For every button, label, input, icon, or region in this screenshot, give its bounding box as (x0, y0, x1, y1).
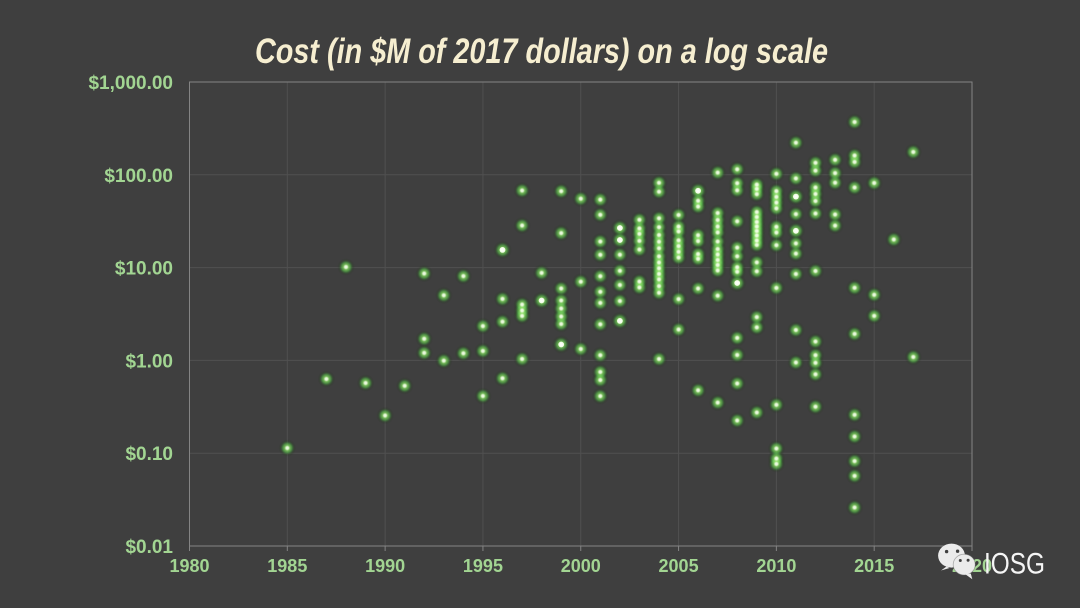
svg-text:$1,000.00: $1,000.00 (88, 73, 173, 94)
svg-text:1995: 1995 (463, 556, 503, 576)
svg-text:2015: 2015 (854, 556, 894, 576)
svg-text:2000: 2000 (561, 556, 601, 576)
svg-text:$0.10: $0.10 (125, 444, 173, 465)
svg-text:$1.00: $1.00 (125, 351, 173, 372)
svg-text:1985: 1985 (267, 556, 307, 576)
svg-text:2005: 2005 (659, 556, 699, 576)
svg-text:$0.01: $0.01 (125, 537, 173, 558)
svg-text:$10.00: $10.00 (115, 259, 173, 280)
svg-text:1990: 1990 (365, 556, 405, 576)
svg-text:Cost (in $M of 2017 dollars) o: Cost (in $M of 2017 dollars) on a log sc… (255, 32, 828, 71)
svg-text:1980: 1980 (169, 556, 209, 576)
svg-text:$100.00: $100.00 (104, 166, 173, 187)
svg-text:2010: 2010 (756, 556, 796, 576)
svg-text:IOSG: IOSG (984, 548, 1045, 581)
